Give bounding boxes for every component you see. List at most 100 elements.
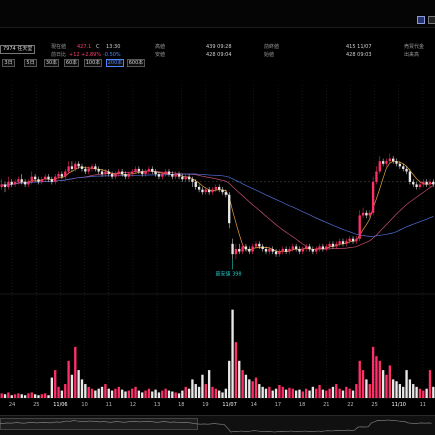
volume-bar-50 — [167, 390, 171, 398]
candle-body-124 — [415, 184, 418, 187]
candle-body-117 — [392, 158, 395, 162]
volume-bar-30 — [100, 386, 104, 398]
volume-bar-56 — [187, 388, 191, 398]
annotations: 最安値 398 — [215, 259, 242, 277]
candle-body-1 — [3, 184, 7, 187]
quote-info-bar: 7974 任天堂 現在値 427.1 C 13:30 前日比 +12 +2.89… — [0, 42, 435, 66]
x-tick-label-1: 25 — [33, 402, 39, 408]
candle-body-63 — [211, 189, 214, 193]
period-button-100[interactable]: 100本 — [84, 59, 102, 67]
volume-bar-82 — [274, 388, 278, 398]
window-titlebar — [0, 0, 435, 28]
candle-body-12 — [40, 179, 43, 182]
volume-bar-51 — [171, 391, 174, 398]
x-tick-label-8: 19 — [202, 402, 208, 408]
candle-body-22 — [74, 163, 77, 169]
volume-bar-16 — [54, 370, 57, 398]
candle-body-10 — [33, 176, 37, 180]
volume-bar-72 — [241, 370, 244, 398]
volume-bar-1 — [3, 394, 7, 398]
volume-bar-119 — [398, 384, 402, 398]
volume-bar-21 — [70, 374, 74, 398]
volume-bar-101 — [338, 388, 341, 398]
maximize-icon[interactable] — [417, 16, 425, 24]
volume-bar-32 — [107, 388, 110, 398]
volume-bar-106 — [355, 384, 358, 398]
x-tick-label-11: 17 — [275, 402, 281, 408]
candle-body-95 — [318, 246, 321, 249]
volume-bar-4 — [13, 394, 17, 398]
candle-body-98 — [328, 243, 331, 247]
period-button-5d[interactable]: 5日 — [24, 59, 37, 67]
volume-bar-36 — [120, 389, 124, 398]
candle-body-115 — [385, 161, 388, 164]
volume-bar-70 — [234, 342, 238, 398]
volume-bar-2 — [7, 392, 10, 398]
candle-body-123 — [412, 181, 415, 185]
volume-bar-80 — [268, 386, 271, 398]
x-tick-label-14: 22 — [347, 402, 353, 408]
x-tick-label-17: 11 — [420, 402, 426, 408]
volume-bar-57 — [191, 379, 194, 398]
period-button-60[interactable]: 60本 — [64, 59, 79, 67]
ma-long-line — [1, 173, 434, 237]
stock-code-box[interactable]: 7974 任天堂 — [0, 45, 36, 54]
chart-svg: 最安値 398 24 25 11/06 10 11 12 13 18 19 11/07 14 17 18… — [0, 85, 435, 408]
volume-bar-117 — [392, 379, 395, 398]
candle-body-91 — [305, 246, 308, 249]
candle-body-119 — [398, 163, 402, 167]
candle-body-68 — [228, 194, 231, 224]
volume-bar-10 — [33, 394, 37, 398]
price-chart[interactable]: 最安値 398 24 25 11/06 10 11 12 13 18 19 11/07 14 17 18… — [0, 70, 435, 415]
moving-average-lines — [1, 160, 434, 252]
period-button-30[interactable]: 30本 — [44, 59, 59, 67]
high-value: 439 09:28 — [206, 44, 232, 50]
volume-bar-15 — [50, 377, 54, 398]
volume-bar-103 — [345, 386, 348, 398]
volume-bar-53 — [177, 393, 181, 398]
volume-bar-33 — [110, 390, 114, 398]
volume-bar-86 — [288, 387, 291, 398]
candle-body-29 — [97, 168, 100, 172]
volume-bar-43 — [144, 390, 147, 398]
candle-body-70 — [234, 249, 238, 255]
volume-bar-58 — [194, 384, 197, 398]
candle-body-51 — [171, 174, 174, 177]
current-price-time: 13:30 — [106, 44, 121, 50]
volume-bar-52 — [174, 392, 177, 398]
chart-scrollbar[interactable] — [0, 415, 435, 435]
period-button-200[interactable]: 200本 — [106, 59, 124, 67]
trade-value-label: 売買代金 — [404, 44, 425, 50]
volume-bar-67 — [224, 388, 228, 398]
volume-bar-12 — [40, 394, 43, 398]
volume-bar-93 — [311, 386, 315, 398]
candle-body-43 — [144, 171, 147, 175]
candle-body-31 — [104, 171, 107, 175]
volume-bar-27 — [90, 388, 94, 398]
candle-body-69 — [231, 243, 234, 255]
candle-body-26 — [87, 168, 90, 172]
candle-body-114 — [381, 161, 385, 164]
volume-bar-19 — [64, 384, 67, 398]
volume-bar-121 — [405, 370, 408, 398]
x-tick-label-10: 14 — [251, 402, 257, 408]
candle-body-72 — [241, 246, 244, 252]
candle-body-87 — [291, 246, 294, 249]
volume-bar-38 — [127, 390, 130, 398]
period-button-600[interactable]: 600本 — [127, 59, 145, 67]
volume-bar-116 — [388, 365, 391, 398]
candle-body-41 — [137, 168, 141, 172]
period-button-3d[interactable]: 3日 — [2, 59, 15, 67]
volume-bar-84 — [281, 386, 284, 398]
volume-bar-118 — [395, 381, 398, 398]
volume-bar-115 — [385, 374, 388, 398]
volume-bar-46 — [154, 389, 157, 398]
candle-body-79 — [264, 249, 268, 252]
candle-body-20 — [67, 166, 70, 172]
volume-bar-29 — [97, 388, 100, 398]
volume-bar-61 — [204, 384, 207, 398]
close-icon[interactable] — [428, 16, 435, 24]
volume-bar-41 — [137, 390, 141, 398]
candle-body-59 — [197, 187, 201, 190]
volume-bar-112 — [375, 356, 378, 398]
